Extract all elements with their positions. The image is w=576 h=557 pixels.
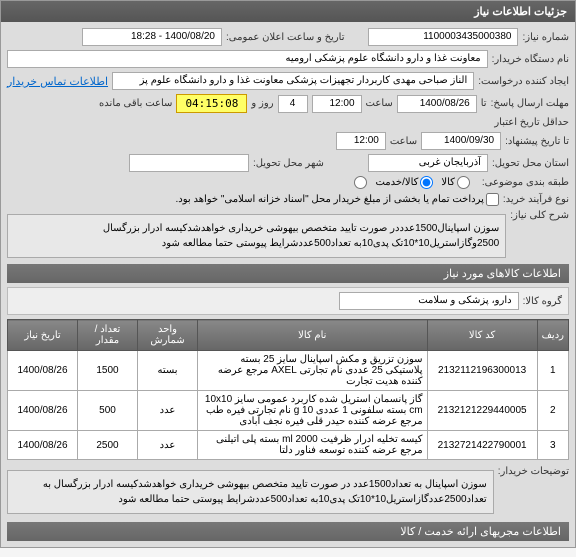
table-row: 12132112196300013سوزن تزریق و مکش اسپاین… — [8, 351, 569, 391]
payment-label: نوع فرآیند خرید: — [503, 194, 569, 205]
budget-opt3[interactable] — [352, 176, 367, 189]
desc-text: سوزن اسپاینال1500عدددر صورت تایید متخصص … — [7, 214, 506, 258]
cell-name: کیسه تخلیه ادرار ظرفیت 2000 ml بسته پلی … — [198, 431, 428, 460]
cell-qty: 1500 — [78, 351, 138, 391]
cell-code: 2132112196300013 — [427, 351, 537, 391]
panel-body: شماره نیاز: 1100003435000380 تاریخ و ساع… — [1, 22, 575, 547]
row-budget: طبقه بندی موضوعی: کالا کالا/خدمت — [7, 176, 569, 189]
cell-code: 2132721422790001 — [427, 431, 537, 460]
city-label: شهر محل تحویل: — [253, 158, 324, 169]
validity-time: 12:00 — [336, 132, 386, 150]
cell-code: 2132121229440005 — [427, 391, 537, 431]
col-date: تاریخ نیاز — [8, 320, 78, 351]
buyer-unit-label: نام دستگاه خریدار: — [492, 54, 569, 65]
cell-name: سوزن تزریق و مکش اسپاینال سایز 25 بسته پ… — [198, 351, 428, 391]
requester-label: ایجاد کننده درخواست: — [478, 76, 569, 87]
cell-date: 1400/08/26 — [8, 391, 78, 431]
deadline-until: تا — [481, 98, 487, 109]
remaining-label: ساعت باقی مانده — [99, 98, 172, 109]
cell-name: گاز پانسمان استریل شده کاربرد عمومی سایز… — [198, 391, 428, 431]
province-label: استان محل تحویل: — [492, 158, 569, 169]
goods-section-title: اطلاعات کالاهای مورد نیاز — [7, 264, 569, 283]
row-requester: ایجاد کننده درخواست: الناز صباحی مهدی کا… — [7, 72, 569, 90]
deadline-time: 12:00 — [312, 95, 362, 113]
budget-opt2[interactable]: کالا/خدمت — [375, 176, 433, 189]
province-value: آذربایجان غربی — [368, 154, 488, 172]
deadline-time-label: ساعت — [366, 98, 393, 109]
buyer-unit-value: معاونت غذا و دارو دانشگاه علوم پزشکی ارو… — [7, 50, 488, 68]
table-header-row: ردیف کد کالا نام کالا واحد شمارش تعداد /… — [8, 320, 569, 351]
budget-radios: کالا کالا/خدمت — [352, 176, 469, 189]
payment-checkbox[interactable] — [486, 193, 499, 206]
city-value — [129, 154, 249, 172]
requester-value: الناز صباحی مهدی کاربردار تجهیزات پزشکی … — [112, 72, 474, 90]
need-number-value: 1100003435000380 — [368, 28, 518, 46]
row-group: گروه کالا: دارو، پزشکی و سلامت — [7, 287, 569, 315]
cell-date: 1400/08/26 — [8, 431, 78, 460]
details-panel: جزئیات اطلاعات نیاز شماره نیاز: 11000034… — [0, 0, 576, 548]
group-label: گروه کالا: — [523, 296, 562, 307]
row-buyer-note: توضیحات خریدار: سوزن اسپاینال به تعداد15… — [7, 466, 569, 514]
cell-date: 1400/08/26 — [8, 351, 78, 391]
panel-title: جزئیات اطلاعات نیاز — [1, 1, 575, 22]
validity-time-label: ساعت — [390, 136, 417, 147]
row-validity-2: تا تاریخ پیشنهاد: 1400/09/30 ساعت 12:00 — [7, 132, 569, 150]
row-deadline: مهلت ارسال پاسخ: تا 1400/08/26 ساعت 12:0… — [7, 94, 569, 113]
desc-label: شرح کلی نیاز: — [510, 210, 569, 221]
cell-qty: 2500 — [78, 431, 138, 460]
budget-radio-2[interactable] — [420, 176, 433, 189]
budget-label: طبقه بندی موضوعی: — [482, 177, 569, 188]
row-need-number: شماره نیاز: 1100003435000380 تاریخ و ساع… — [7, 28, 569, 46]
buyer-note-label: توضیحات خریدار: — [498, 466, 569, 477]
validity-date: 1400/09/30 — [421, 132, 501, 150]
announce-label: تاریخ و ساعت اعلان عمومی: — [226, 32, 345, 43]
cell-n: 3 — [537, 431, 568, 460]
need-number-label: شماره نیاز: — [522, 32, 569, 43]
cell-n: 1 — [537, 351, 568, 391]
row-desc: شرح کلی نیاز: سوزن اسپاینال1500عدددر صور… — [7, 210, 569, 258]
row-payment: نوع فرآیند خرید: پرداخت تمام یا بخشی از … — [7, 193, 569, 206]
deadline-date: 1400/08/26 — [397, 95, 477, 113]
row-province: استان محل تحویل: آذربایجان غربی شهر محل … — [7, 154, 569, 172]
row-validity: حداقل تاریخ اعتبار — [7, 117, 569, 128]
cell-unit: بسته — [138, 351, 198, 391]
announce-value: 1400/08/20 - 18:28 — [82, 28, 222, 46]
table-row: 22132121229440005گاز پانسمان استریل شده … — [8, 391, 569, 431]
col-name: نام کالا — [198, 320, 428, 351]
group-value: دارو، پزشکی و سلامت — [339, 292, 519, 310]
contact-link[interactable]: اطلاعات تماس خریدار — [7, 75, 108, 88]
validity-label: حداقل تاریخ اعتبار — [494, 117, 569, 128]
cell-qty: 500 — [78, 391, 138, 431]
days-value: 4 — [278, 95, 308, 113]
col-row: ردیف — [537, 320, 568, 351]
budget-opt1[interactable]: کالا — [441, 176, 470, 189]
budget-radio-1[interactable] — [457, 176, 470, 189]
buyer-note-text: سوزن اسپاینال به تعداد1500عدد در صورت تا… — [7, 470, 494, 514]
col-qty: تعداد / مقدار — [78, 320, 138, 351]
row-buyer-unit: نام دستگاه خریدار: معاونت غذا و دارو دان… — [7, 50, 569, 68]
cell-unit: عدد — [138, 431, 198, 460]
countdown-timer: 04:15:08 — [176, 94, 247, 113]
cell-n: 2 — [537, 391, 568, 431]
payment-check[interactable]: پرداخت تمام یا بخشی از مبلغ خریدار محل "… — [176, 193, 499, 206]
goods-table: ردیف کد کالا نام کالا واحد شمارش تعداد /… — [7, 319, 569, 460]
table-row: 32132721422790001کیسه تخلیه ادرار ظرفیت … — [8, 431, 569, 460]
cell-unit: عدد — [138, 391, 198, 431]
days-label: روز و — [251, 98, 273, 109]
validity-until: تا تاریخ پیشنهاد: — [505, 136, 569, 147]
service-section-title: اطلاعات مجریهای ارائه خدمت / کالا — [7, 522, 569, 541]
col-unit: واحد شمارش — [138, 320, 198, 351]
col-code: کد کالا — [427, 320, 537, 351]
deadline-label: مهلت ارسال پاسخ: — [491, 98, 569, 109]
budget-radio-3[interactable] — [354, 176, 367, 189]
